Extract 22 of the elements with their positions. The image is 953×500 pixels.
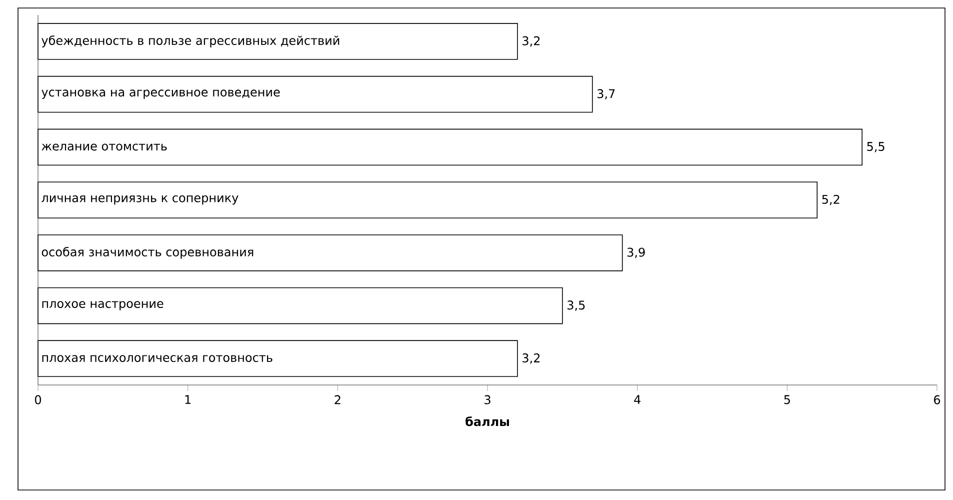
y-tick-label: желание отомстить [42,144,167,151]
x-tick-label: 4 [634,395,640,404]
x-axis-title: баллы [466,416,509,426]
data-label: 3,7 [597,89,615,100]
y-tick-label: плохая психологическая готовность [42,355,272,362]
data-label: 3,2 [522,353,540,364]
data-label: 5,2 [822,194,840,206]
y-tick-label: убежденность в пользе агрессивных действий [42,36,340,48]
data-label: 3,9 [627,248,645,258]
data-label: 3,5 [568,300,585,311]
x-tick-label: 3 [484,395,490,404]
data-label: 3,2 [522,36,540,47]
x-tick-label: 2 [334,395,340,404]
x-tick-label: 0 [34,395,42,404]
y-tick-label: особая значимость соревнования [42,246,254,259]
x-tick-label: 6 [934,395,940,404]
data-label: 5,5 [867,142,884,152]
y-tick-label: плохое настроение [42,301,164,310]
y-tick-label: установка на агрессивное поведение [42,90,280,99]
x-tick-label: 5 [784,395,790,404]
y-tick-label: личная неприязнь к сопернику [42,195,238,205]
x-tick-label: 1 [185,395,191,404]
